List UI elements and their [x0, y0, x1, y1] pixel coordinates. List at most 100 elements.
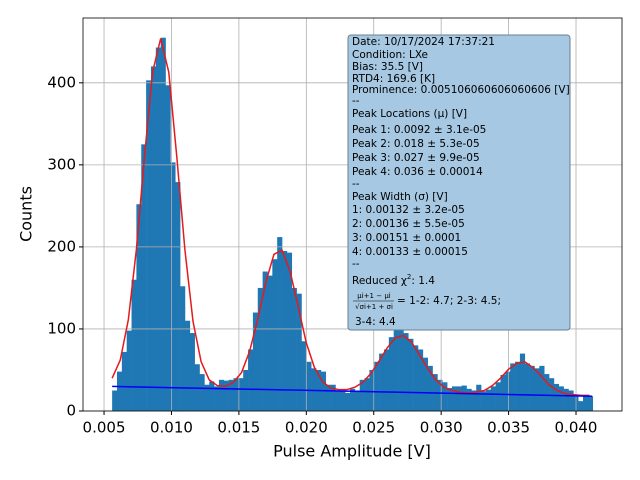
histogram-bar [126, 330, 132, 411]
histogram-bar [350, 388, 356, 411]
histogram-bar [116, 371, 123, 411]
histogram-bar [578, 401, 584, 411]
x-tick-label: 0.020 [285, 419, 328, 437]
histogram-bar [296, 293, 302, 411]
histogram-bar [413, 345, 419, 411]
histogram-bar [248, 349, 254, 411]
fit-line [112, 385, 593, 397]
histogram-bar [354, 390, 361, 411]
histogram-bar [150, 66, 157, 411]
histogram-bar [257, 287, 263, 411]
histogram-bar [442, 382, 448, 411]
histogram-bar [204, 384, 210, 411]
histogram-bar [272, 259, 278, 411]
y-axis-label: Counts [17, 186, 36, 242]
histogram-bar [121, 351, 127, 411]
plot-frame [82, 17, 623, 412]
annotation-line: Peak 4: 0.036 ± 0.00014 [352, 166, 483, 178]
y-tick-label: 400 [47, 73, 76, 91]
histogram-bar [335, 390, 341, 411]
histogram-bar [146, 80, 152, 411]
ratio-denominator: √σi+1 + σi [355, 303, 393, 311]
histogram-bar [223, 380, 229, 411]
y-tick-label: 0 [66, 402, 76, 420]
annotation-line: 4: 0.00133 ± 0.00015 [352, 246, 468, 258]
annotation-line: -- [352, 95, 360, 107]
histogram-bar [282, 251, 288, 411]
histogram-bar [427, 365, 433, 411]
histogram-bar [199, 374, 205, 411]
histogram-bar [476, 384, 482, 411]
annotation-box [347, 34, 571, 331]
histogram-bar [466, 388, 472, 411]
histogram-bar [184, 320, 191, 411]
chi2-value: : 1.4 [411, 275, 435, 287]
histogram-bar [359, 379, 365, 411]
histogram-bar [388, 337, 394, 411]
histogram-bar [214, 386, 220, 411]
histogram-bar [583, 396, 589, 411]
histogram-bar [243, 369, 249, 411]
histogram-bar [505, 371, 511, 411]
histogram-bar [500, 374, 506, 411]
histogram-bar [379, 353, 385, 411]
histogram-bar [534, 368, 540, 411]
histogram-bar [549, 378, 555, 411]
x-tick-label: 0.035 [487, 419, 530, 437]
histogram-bar [291, 287, 297, 411]
ratio-numerator: μi+1 − μi [357, 292, 390, 300]
histogram-bar [587, 396, 594, 411]
histogram-bar [539, 365, 545, 411]
histogram-bar [403, 333, 409, 411]
annotation-line: 3: 0.00151 ± 0.0001 [352, 232, 461, 244]
histogram-bar [393, 328, 399, 411]
histogram-bar [155, 47, 161, 412]
ratio-text: = 1-2: 4.7; 2-3: 4.5; [397, 295, 501, 307]
histogram-bar [209, 381, 215, 411]
histogram-bar [383, 349, 390, 411]
annotation-line: 2: 0.00136 ± 5.5e-05 [352, 218, 465, 230]
histogram-bar [131, 279, 137, 411]
histogram-bar [495, 382, 501, 411]
chi2-text: Reduced χ [352, 275, 407, 287]
histogram-bar [456, 386, 462, 411]
histogram-bar [218, 379, 225, 411]
x-tick-label: 0.025 [352, 419, 395, 437]
annotation-line: Peak 3: 0.027 ± 9.9e-05 [352, 152, 480, 164]
histogram-bar [311, 368, 317, 411]
x-tick-label: 0.015 [217, 419, 260, 437]
histogram-bar [471, 390, 477, 411]
annotation-line: 1: 0.00132 ± 3.2e-05 [352, 204, 465, 216]
histogram-bar [447, 388, 453, 411]
x-axis-label: Pulse Amplitude [V] [273, 442, 431, 461]
histogram-bar [180, 286, 186, 411]
histogram-bar [325, 384, 331, 411]
histogram-bar [306, 361, 312, 411]
histogram-bar [141, 144, 147, 412]
histogram-bar [529, 365, 535, 411]
histogram-bar [262, 271, 268, 411]
y-tick-label: 300 [47, 155, 76, 173]
histogram-bar [345, 392, 351, 411]
histogram-bar [563, 388, 569, 411]
histogram-bar [481, 391, 487, 411]
histogram-bar [189, 333, 195, 411]
histogram-bar [364, 378, 370, 411]
histogram-bar [544, 374, 550, 411]
x-tick-label: 0.030 [420, 419, 463, 437]
histogram-bar [175, 182, 181, 411]
histogram-bar [374, 361, 380, 411]
annotation-line: Condition: LXe [352, 49, 428, 61]
x-tick-label: 0.010 [150, 419, 193, 437]
histogram-bar [340, 390, 346, 411]
chi2-power: 2 [407, 273, 411, 281]
histogram-bar [408, 338, 414, 411]
annotation-line: Peak 1: 0.0092 ± 3.1e-05 [352, 124, 486, 136]
annotation-line: Peak 2: 0.018 ± 5.3e-05 [352, 138, 480, 150]
annotation-line: Date: 10/17/2024 17:37:21 [352, 36, 495, 48]
histogram-bar [330, 384, 336, 411]
histogram-bar [165, 85, 171, 412]
histogram-bar [490, 386, 496, 411]
annotation-line: Peak Locations (μ) [V] [352, 108, 467, 120]
